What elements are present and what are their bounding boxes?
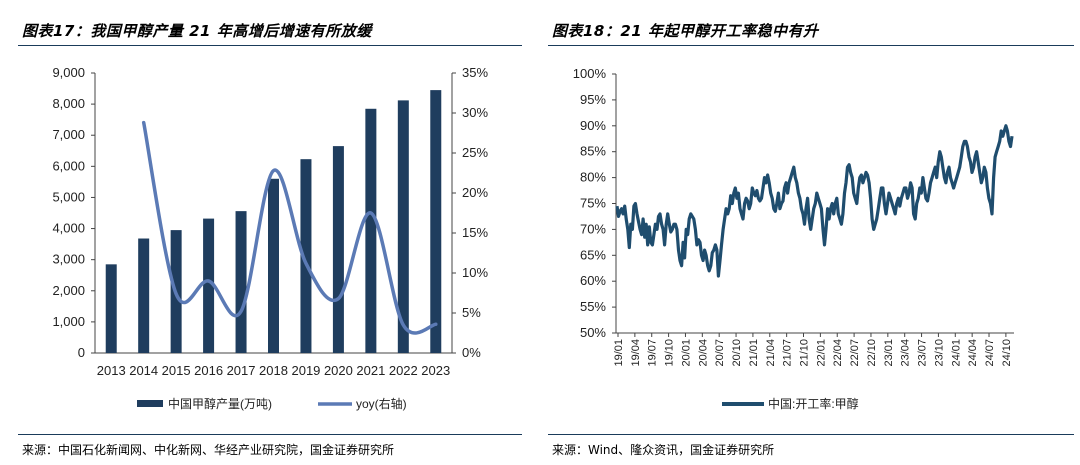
right-y-tick-label: 0% [462,345,481,360]
right-y-tick-label: 10% [462,265,488,280]
rate-x-tick-label: 24/01 [950,339,962,367]
rate-x-tick-label: 22/01 [815,339,827,367]
rate-y-tick-label: 55% [580,299,606,314]
rate-y-tick-label: 65% [580,247,606,262]
rate-x-tick-label: 20/10 [731,339,743,367]
rate-x-tick-label: 22/10 [866,339,878,367]
operating-rate-line [615,124,1014,278]
left-y-tick-label: 6,000 [52,158,85,173]
left-source-note: 来源：中国石化新闻网、中化新网、华经产业研究院，国金证券研究所 [22,443,395,457]
rate-x-tick-label: 23/07 [917,339,929,367]
left-chart-title: 图表17：我国甲醇产量 21 年高增后增速有所放缓 [22,22,372,40]
rate-legend-label: 中国:开工率:甲醇 [768,396,859,411]
rate-x-tick-label: 23/10 [933,339,945,367]
x-tick-label: 2016 [194,363,223,378]
rate-x-tick-label: 21/04 [765,339,777,367]
left-y-tick-label: 5,000 [52,189,85,204]
production-bar [397,100,409,353]
left-title-rule [18,45,522,46]
production-bar [365,108,377,354]
rate-y-tick-label: 60% [580,273,606,288]
rate-y-tick-label: 95% [580,92,606,107]
yoy-line [141,120,438,335]
right-source-note: 来源：Wind、隆众资讯，国金证券研究所 [552,443,775,457]
left-y-tick-label: 0 [78,345,85,360]
legend-line-label: yoy(右轴) [356,396,407,411]
rate-x-tick-label: 20/07 [714,339,726,367]
left-y-tick-label: 2,000 [52,283,85,298]
x-tick-label: 2019 [291,363,320,378]
left-y-tick-label: 3,000 [52,252,85,267]
rate-x-tick-label: 19/07 [647,339,659,367]
right-title-rule [548,45,1074,46]
legend-bar-label: 中国甲醇产量(万吨) [168,396,272,411]
x-tick-label: 2023 [421,363,450,378]
left-y-tick-label: 9,000 [52,65,85,80]
production-bar [203,218,215,353]
rate-x-tick-label: 23/01 [883,339,895,367]
rate-y-tick-label: 80% [580,170,606,185]
rate-x-tick-label: 24/10 [1001,339,1013,367]
production-bar [138,238,150,353]
rate-x-tick-label: 20/04 [697,339,709,367]
rate-x-tick-label: 24/04 [967,339,979,367]
production-bar [105,264,117,353]
left-y-tick-label: 4,000 [52,221,85,236]
x-tick-label: 2017 [227,363,256,378]
right-y-tick-label: 20% [462,185,488,200]
left-y-tick-label: 1,000 [52,314,85,329]
right-y-tick-label: 5% [462,305,481,320]
rate-x-tick-label: 22/04 [832,339,844,367]
rate-x-tick-label: 19/01 [613,339,625,367]
right-y-tick-label: 30% [462,105,488,120]
left-y-tick-label: 7,000 [52,127,85,142]
rate-y-tick-label: 75% [580,196,606,211]
production-bar [300,159,312,353]
rate-x-tick-label: 21/07 [782,339,794,367]
rate-x-tick-label: 20/01 [680,339,692,367]
rate-x-tick-label: 22/07 [849,339,861,367]
x-tick-label: 2021 [356,363,385,378]
rate-y-tick-label: 85% [580,144,606,159]
production-bar [268,178,279,353]
rate-y-tick-label: 100% [573,66,607,81]
left-source-rule [18,434,522,435]
rate-x-tick-label: 19/04 [630,339,642,367]
production-bar [235,211,247,353]
rate-x-tick-label: 21/10 [799,339,811,367]
x-tick-label: 2014 [129,363,158,378]
right-y-tick-label: 35% [462,65,488,80]
rate-y-tick-label: 90% [580,118,606,133]
rate-y-tick-label: 70% [580,221,606,236]
rate-x-tick-label: 24/07 [984,339,996,367]
production-bar [430,90,442,353]
rate-x-tick-label: 19/10 [664,339,676,367]
rate-x-tick-label: 21/01 [748,339,760,367]
right-source-rule [548,434,1074,435]
x-tick-label: 2018 [259,363,288,378]
left-y-tick-label: 8,000 [52,96,85,111]
x-tick-label: 2013 [97,363,126,378]
right-y-tick-label: 15% [462,225,488,240]
x-tick-label: 2015 [162,363,191,378]
legend-bar-swatch [137,400,163,407]
rate-y-tick-label: 50% [580,325,606,340]
rate-x-tick-label: 23/04 [900,339,912,367]
production-bar [332,146,344,353]
x-tick-label: 2022 [389,363,418,378]
right-chart-title: 图表18：21 年起甲醇开工率稳中有升 [552,22,819,40]
x-tick-label: 2020 [324,363,353,378]
right-y-tick-label: 25% [462,145,488,160]
